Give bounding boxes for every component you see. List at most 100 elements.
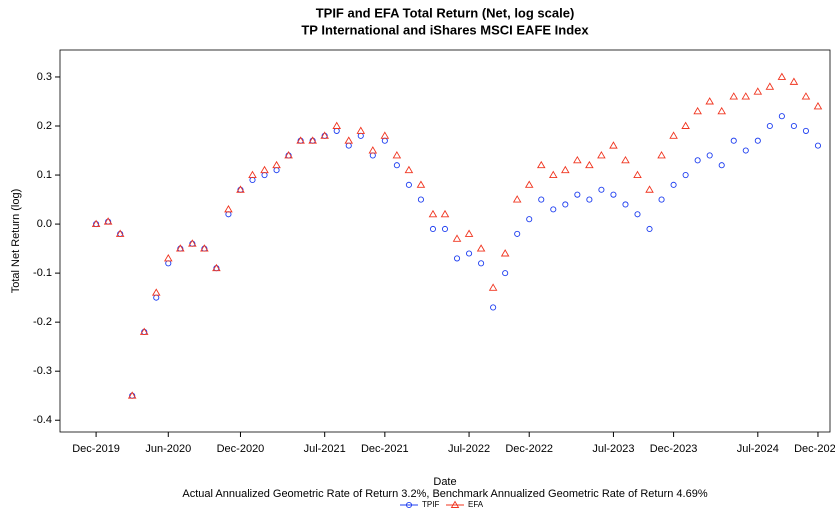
- point: [778, 113, 785, 120]
- point: [176, 244, 185, 252]
- legend-label: EFA: [468, 500, 484, 509]
- point: [345, 142, 352, 149]
- x-tick-label: Jul-2021: [304, 443, 346, 455]
- point: [598, 186, 605, 193]
- point: [320, 131, 329, 139]
- point: [200, 244, 209, 252]
- y-tick-label: 0.0: [37, 218, 52, 230]
- point: [249, 176, 256, 183]
- point: [212, 263, 221, 272]
- y-tick-label: -0.4: [33, 414, 52, 426]
- point: [248, 170, 257, 178]
- point: [754, 137, 761, 144]
- point: [115, 229, 125, 237]
- legend-label: TPIF: [422, 500, 439, 509]
- point: [416, 180, 426, 188]
- point: [404, 165, 414, 174]
- point: [357, 132, 364, 139]
- point: [308, 136, 317, 144]
- point: [790, 122, 797, 130]
- point: [802, 127, 809, 134]
- point: [741, 92, 751, 100]
- chart-title: TPIF and EFA Total Return (Net, log scal…: [316, 5, 575, 20]
- point: [236, 185, 245, 193]
- point: [453, 255, 461, 262]
- y-tick-label: 0.1: [37, 169, 52, 181]
- point: [260, 165, 269, 174]
- x-tick-label: Dec-2024: [794, 443, 835, 455]
- point: [478, 260, 485, 267]
- y-tick-label: -0.1: [33, 267, 52, 279]
- x-tick-label: Dec-2019: [72, 443, 120, 455]
- x-tick-label: Jul-2023: [592, 443, 634, 455]
- point: [393, 162, 400, 169]
- point: [524, 180, 534, 188]
- point: [777, 72, 787, 80]
- point: [561, 165, 570, 174]
- point: [622, 201, 629, 208]
- point: [610, 191, 617, 198]
- point: [813, 101, 823, 110]
- point: [440, 209, 450, 218]
- point: [139, 327, 149, 335]
- x-axis-label: Date: [433, 476, 456, 488]
- point: [801, 92, 811, 100]
- point: [490, 304, 497, 311]
- x-tick-label: Dec-2022: [505, 443, 553, 455]
- point: [151, 288, 161, 296]
- y-tick-label: 0.2: [37, 120, 52, 132]
- point: [548, 170, 558, 178]
- x-tick-label: Dec-2020: [217, 443, 265, 455]
- x-tick-label: Dec-2023: [650, 443, 698, 455]
- point: [514, 230, 521, 237]
- chart-subtitle: TP International and iShares MSCI EAFE I…: [301, 22, 589, 37]
- point: [392, 151, 402, 159]
- point: [417, 196, 424, 203]
- point: [224, 204, 233, 213]
- point: [717, 106, 727, 115]
- point: [681, 121, 690, 129]
- point: [658, 196, 665, 203]
- point: [657, 151, 666, 159]
- point: [621, 155, 630, 164]
- point: [356, 126, 366, 134]
- point: [153, 294, 160, 301]
- point: [188, 239, 197, 247]
- point: [789, 77, 799, 85]
- point: [682, 171, 689, 179]
- point: [344, 136, 354, 144]
- point: [693, 106, 702, 115]
- point: [730, 137, 737, 144]
- point: [729, 92, 739, 100]
- point: [550, 206, 557, 213]
- point: [705, 97, 714, 105]
- point: [452, 234, 462, 242]
- point: [562, 201, 569, 208]
- point: [670, 181, 677, 188]
- point: [766, 122, 773, 130]
- point: [261, 171, 268, 179]
- point: [538, 196, 545, 203]
- point: [429, 225, 437, 233]
- point: [488, 283, 498, 291]
- point: [753, 87, 763, 95]
- point: [718, 162, 725, 169]
- y-tick-label: 0.3: [37, 71, 52, 83]
- point: [669, 131, 678, 139]
- legend-marker: [405, 501, 413, 509]
- point: [526, 216, 533, 223]
- point: [284, 151, 293, 159]
- point: [645, 185, 654, 193]
- point: [103, 217, 113, 225]
- point: [225, 211, 232, 218]
- point: [765, 82, 775, 90]
- legend-marker: [450, 500, 460, 508]
- x-tick-label: Jul-2022: [448, 443, 490, 455]
- x-tick-label: Jul-2024: [737, 443, 779, 455]
- point: [272, 160, 281, 169]
- point: [464, 229, 474, 237]
- point: [574, 191, 581, 198]
- point: [634, 211, 641, 218]
- point: [405, 181, 412, 188]
